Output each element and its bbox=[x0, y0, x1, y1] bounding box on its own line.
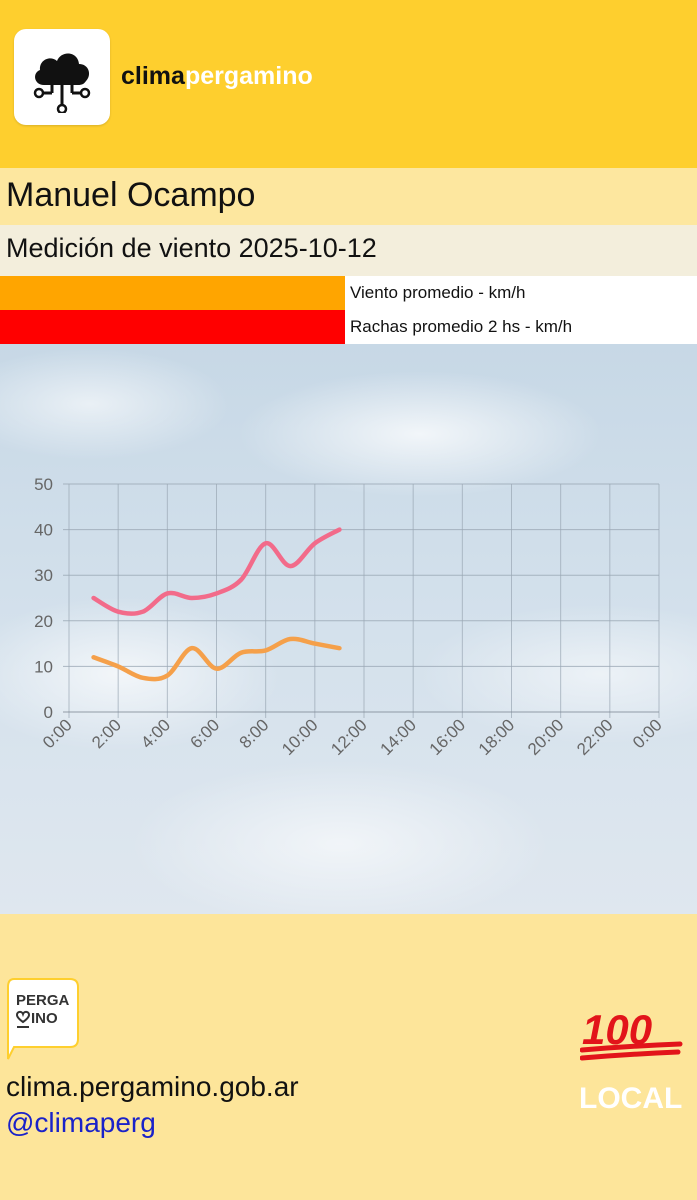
x-tick-label: 8:00 bbox=[236, 715, 273, 752]
x-tick-label: 18:00 bbox=[475, 715, 519, 759]
measurement-bar: Medición de viento 2025-10-12 bbox=[0, 225, 697, 276]
heart-icon bbox=[15, 1010, 31, 1024]
y-tick-label: 10 bbox=[34, 657, 53, 676]
x-tick-label: 20:00 bbox=[524, 715, 568, 759]
pergamino-badge: PERGA INO bbox=[6, 977, 80, 1066]
social-handle-link[interactable]: @climaperg bbox=[6, 1107, 156, 1138]
x-tick-label: 12:00 bbox=[327, 715, 371, 759]
legend-swatch-avg-wind bbox=[0, 276, 345, 310]
legend-item-gusts: Rachas promedio 2 hs - km/h bbox=[0, 310, 697, 344]
y-tick-label: 0 bbox=[44, 703, 53, 722]
x-tick-label: 6:00 bbox=[186, 715, 223, 752]
website-link[interactable]: clima.pergamino.gob.ar bbox=[6, 1071, 299, 1102]
header: climapergamino bbox=[0, 0, 697, 168]
y-tick-label: 30 bbox=[34, 566, 53, 585]
legend-label-gusts: Rachas promedio 2 hs - km/h bbox=[350, 317, 573, 336]
brand-name: climapergamino bbox=[121, 62, 313, 91]
x-tick-label: 0:00 bbox=[629, 715, 666, 752]
measurement-title: Medición de viento 2025-10-12 bbox=[6, 233, 377, 263]
x-tick-label: 10:00 bbox=[278, 715, 322, 759]
local-label: LOCAL bbox=[579, 1082, 683, 1115]
footer: PERGA INO clima.pergamino.gob.ar @climap… bbox=[0, 914, 697, 1200]
x-tick-label: 22:00 bbox=[573, 715, 617, 759]
y-tick-label: 50 bbox=[34, 475, 53, 494]
y-tick-label: 40 bbox=[34, 521, 53, 540]
chart-area: 0:00 2:00 4:00 6:00 8:00 10:00 12:00 14:00 16:00… bbox=[0, 344, 697, 914]
hundred-points-icon: 100 bbox=[579, 1006, 690, 1071]
badge-line-2: INO bbox=[31, 1010, 58, 1027]
x-tick-label: 14:00 bbox=[376, 715, 420, 759]
badge-line-1: PERGA bbox=[16, 992, 70, 1009]
x-tick-label: 2:00 bbox=[88, 715, 125, 752]
x-tick-label: 16:00 bbox=[426, 715, 470, 759]
cloud-network-icon bbox=[33, 53, 91, 113]
station-bar: Manuel Ocampo bbox=[0, 168, 697, 225]
station-name: Manuel Ocampo bbox=[6, 176, 256, 214]
legend-swatch-gusts bbox=[0, 310, 345, 344]
legend-item-avg-wind: Viento promedio - km/h bbox=[0, 276, 697, 310]
gust-line bbox=[91, 527, 342, 616]
app-logo[interactable] bbox=[14, 29, 110, 125]
y-tick-label: 20 bbox=[34, 612, 53, 631]
brand-part-2: pergamino bbox=[184, 62, 313, 90]
x-tick-label: 4:00 bbox=[137, 715, 174, 752]
legend-label-avg-wind: Viento promedio - km/h bbox=[350, 283, 526, 302]
avg-wind-line bbox=[91, 636, 342, 682]
brand-part-1: clima bbox=[121, 62, 185, 90]
wind-chart: 0:00 2:00 4:00 6:00 8:00 10:00 12:00 14:00 16:00… bbox=[34, 475, 666, 759]
